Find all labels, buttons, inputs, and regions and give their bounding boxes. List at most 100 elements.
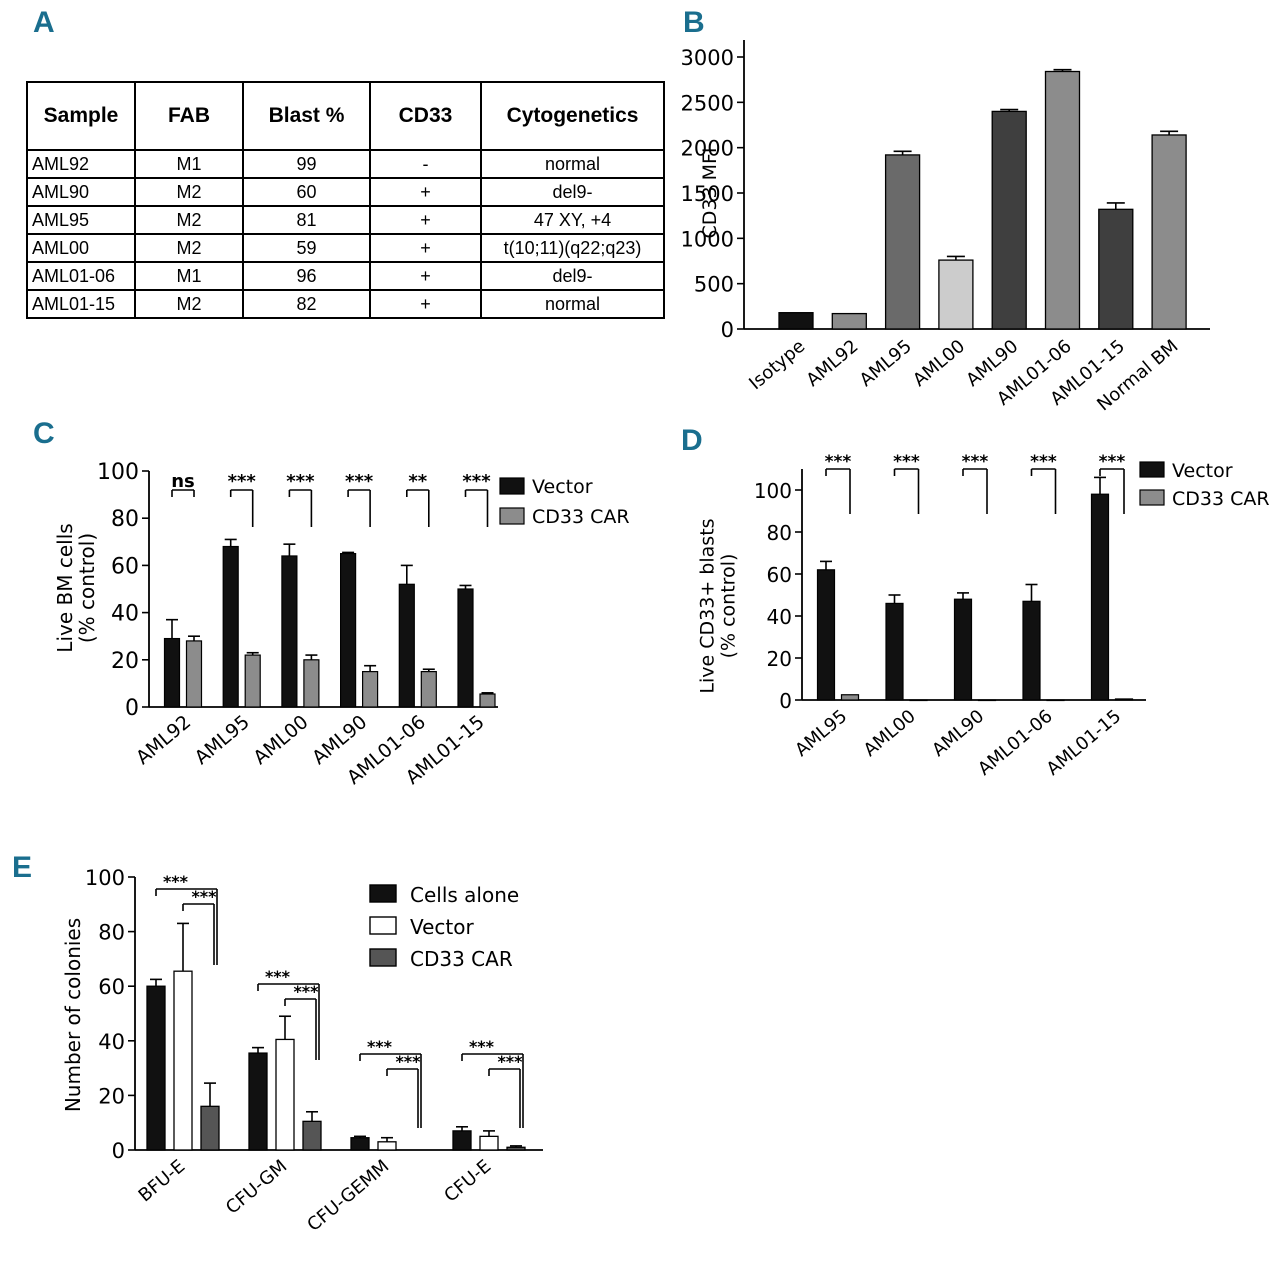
y-tick-label: 100 [754,479,792,503]
panel-label-b: B [683,6,705,39]
y-tick-label: 40 [767,605,792,629]
bar [1151,134,1187,330]
y-tick-label: 60 [111,554,139,579]
bar [146,985,166,1151]
bar [909,699,928,702]
bar [420,670,437,708]
x-tick-label: Isotype [745,336,809,394]
cell-cytogenetics: 47 XY, +4 [480,205,665,235]
y-tick-label: 1500 [681,182,734,206]
cell-fab: M2 [134,233,244,263]
x-tick-label: AML92 [802,336,862,391]
bar [185,640,203,708]
bar [1044,70,1081,330]
significance-label: *** [893,452,920,472]
header-fab: FAB [134,81,244,151]
bar [938,259,974,330]
sample-table: Sample FAB Blast % CD33 Cytogenetics AML… [26,81,665,319]
cell-cd33: + [369,289,482,319]
y-tick-label: 2000 [681,137,734,161]
bar [840,694,860,701]
bar [303,659,320,708]
cell-cytogenetics: t(10;11)(q22;q23) [480,233,665,263]
bar [816,569,836,701]
legend-label: CD33 CAR [410,947,513,971]
bar [173,970,193,1151]
significance-label: *** [462,471,491,492]
significance-label: *** [395,1052,421,1071]
cell-fab: M2 [134,177,244,207]
bar [884,154,921,330]
y-axis-title: Number of colonies [61,918,85,1112]
legend-label: Cells alone [410,883,519,907]
y-tick-label: 20 [98,1084,125,1108]
legend-swatch [1139,461,1165,478]
bar [977,699,997,702]
bar [398,583,415,708]
cell-cd33: + [369,233,482,263]
bar [1098,208,1134,330]
cell-blast: 59 [242,233,371,263]
panel-label-e: E [12,851,33,884]
cell-cd33: - [369,149,482,179]
x-tick-label: AML92 [132,711,195,769]
bar [377,1141,397,1151]
header-cytogenetics: Cytogenetics [480,81,665,151]
x-tick-label: AML01-15 [1043,706,1126,780]
cell-blast: 81 [242,205,371,235]
cell-fab: M1 [134,149,244,179]
bar [1114,698,1134,701]
significance-label: *** [962,452,989,472]
bar [275,1038,295,1151]
y-tick-label: 100 [85,866,125,890]
y-tick-label: 80 [767,521,792,545]
cell-cytogenetics: del9- [480,177,665,207]
cell-blast: 60 [242,177,371,207]
cell-cd33: + [369,177,482,207]
x-tick-label: AML00 [909,336,969,391]
significance-label: *** [469,1037,495,1056]
bar [831,312,867,330]
cell-sample: AML92 [26,149,136,179]
cell-fab: M1 [134,261,244,291]
legend-swatch [1139,489,1165,506]
significance-label: *** [1099,452,1126,472]
x-tick-label: AML90 [928,706,988,761]
significance-label: *** [163,872,189,891]
header-sample: Sample [26,81,136,151]
significance-label: *** [345,471,374,492]
y-tick-label: 80 [98,921,125,945]
cell-cytogenetics: normal [480,149,665,179]
header-cd33: CD33 [369,81,482,151]
x-tick-label: AML95 [791,706,851,761]
significance-label: *** [367,1037,393,1056]
cell-sample: AML95 [26,205,136,235]
legend-label: Vector [532,476,593,498]
legend-swatch [369,884,397,903]
y-tick-label: 3000 [681,46,734,70]
cell-cd33: + [369,261,482,291]
cell-sample: AML01-06 [26,261,136,291]
cell-cd33: + [369,205,482,235]
cell-sample: AML00 [26,233,136,263]
y-tick-label: 20 [111,649,139,674]
y-tick-label: 500 [694,273,734,297]
y-tick-label: 0 [779,689,792,713]
legend-label: Vector [410,915,475,939]
legend-label: CD33 CAR [1172,488,1270,510]
bar [953,598,973,701]
panel-label-d: D [681,424,703,457]
legend-swatch [369,948,397,967]
bar [479,1135,499,1151]
y-tick-label: 0 [112,1139,125,1163]
bar [991,110,1027,330]
bar [340,552,357,708]
y-tick-label: 40 [98,1030,125,1054]
significance-label: *** [1030,452,1057,472]
bar [1046,699,1065,702]
bar [163,637,181,708]
table-row: AML90 M2 60 + del9- [26,177,665,207]
panel-label-a: A [33,6,55,39]
bar [244,654,261,708]
y-axis-title: (% control) [75,533,99,643]
